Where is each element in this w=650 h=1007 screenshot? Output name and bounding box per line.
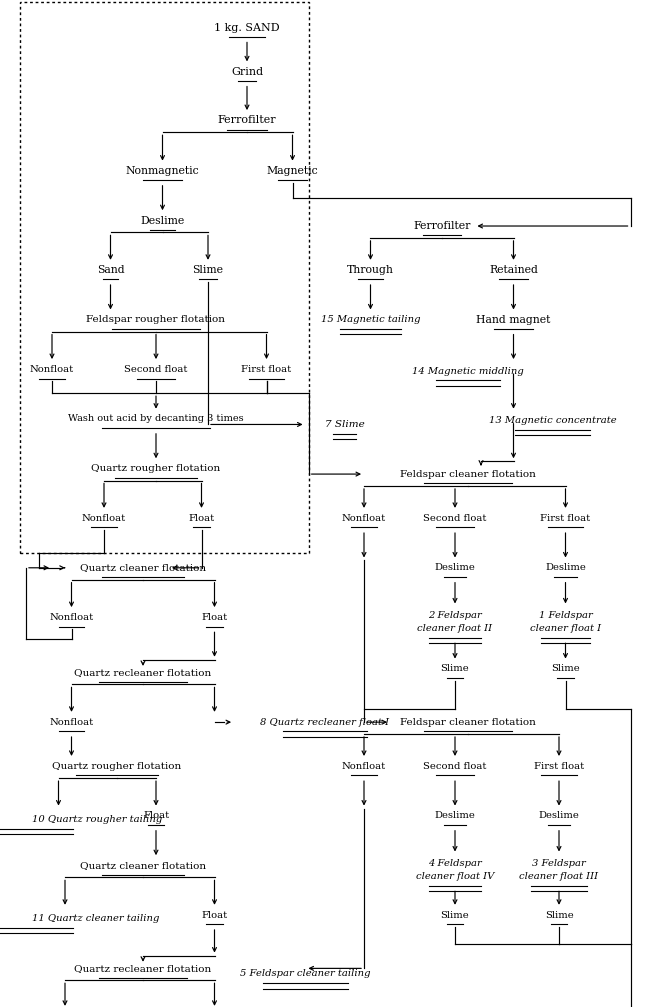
Text: Quartz cleaner flotation: Quartz cleaner flotation (80, 861, 206, 870)
Text: 15 Magnetic tailing: 15 Magnetic tailing (320, 315, 421, 324)
Text: Quartz cleaner flotation: Quartz cleaner flotation (80, 563, 206, 572)
Text: cleaner float II: cleaner float II (417, 624, 493, 633)
Text: 14 Magnetic middling: 14 Magnetic middling (412, 367, 524, 376)
Text: 11 Quartz cleaner tailing: 11 Quartz cleaner tailing (32, 914, 160, 923)
Text: Nonfloat: Nonfloat (82, 514, 126, 523)
Text: 4 Feldspar: 4 Feldspar (428, 859, 482, 868)
Text: Nonfloat: Nonfloat (49, 613, 94, 622)
Text: cleaner float IV: cleaner float IV (416, 872, 494, 881)
Text: Deslime: Deslime (140, 215, 185, 226)
Text: Ferrofilter: Ferrofilter (413, 221, 471, 231)
Text: Deslime: Deslime (545, 563, 586, 572)
Text: Second float: Second float (423, 761, 487, 770)
Text: Nonfloat: Nonfloat (49, 718, 94, 727)
Text: Feldspar cleaner flotation: Feldspar cleaner flotation (400, 469, 536, 478)
Text: 8 Quartz recleaner float I: 8 Quartz recleaner float I (261, 718, 389, 727)
Text: Slime: Slime (551, 665, 580, 674)
Text: Quartz recleaner flotation: Quartz recleaner flotation (74, 668, 212, 677)
Text: First float: First float (540, 514, 591, 523)
Text: Feldspar rougher flotation: Feldspar rougher flotation (86, 315, 226, 324)
Text: Second float: Second float (124, 365, 188, 374)
Text: Quartz rougher flotation: Quartz rougher flotation (92, 464, 220, 473)
Text: Quartz recleaner flotation: Quartz recleaner flotation (74, 964, 212, 973)
Text: 5 Feldspar cleaner tailing: 5 Feldspar cleaner tailing (240, 970, 370, 979)
Text: Retained: Retained (489, 265, 538, 275)
Text: 3 Feldspar: 3 Feldspar (532, 859, 586, 868)
Text: Nonfloat: Nonfloat (342, 514, 386, 523)
Text: Magnetic: Magnetic (266, 166, 318, 176)
Text: cleaner float III: cleaner float III (519, 872, 599, 881)
Text: Deslime: Deslime (539, 812, 579, 821)
Text: Through: Through (347, 265, 394, 275)
Text: Float: Float (202, 910, 228, 919)
Text: First float: First float (534, 761, 584, 770)
Text: Nonmagnetic: Nonmagnetic (125, 166, 200, 176)
Text: Hand magnet: Hand magnet (476, 315, 551, 324)
Text: 1 Feldspar: 1 Feldspar (539, 611, 592, 620)
Text: Quartz rougher flotation: Quartz rougher flotation (53, 761, 181, 770)
Text: 2 Feldspar: 2 Feldspar (428, 611, 482, 620)
Text: Slime: Slime (192, 265, 224, 275)
Text: Second float: Second float (423, 514, 487, 523)
Text: Feldspar cleaner flotation: Feldspar cleaner flotation (400, 718, 536, 727)
Text: Slime: Slime (545, 910, 573, 919)
Text: 1 kg. SAND: 1 kg. SAND (214, 22, 280, 32)
Text: Wash out acid by decanting 3 times: Wash out acid by decanting 3 times (68, 415, 244, 424)
Text: Grind: Grind (231, 66, 263, 77)
Text: Float: Float (143, 812, 169, 821)
Text: 13 Magnetic concentrate: 13 Magnetic concentrate (489, 416, 616, 425)
Text: Nonfloat: Nonfloat (30, 365, 74, 374)
Text: Float: Float (202, 613, 228, 622)
Text: 10 Quartz rougher tailing: 10 Quartz rougher tailing (32, 815, 162, 824)
Text: Slime: Slime (441, 665, 469, 674)
Text: Ferrofilter: Ferrofilter (218, 116, 276, 125)
Text: Slime: Slime (441, 910, 469, 919)
Text: cleaner float I: cleaner float I (530, 624, 601, 633)
Text: Float: Float (188, 514, 215, 523)
Text: First float: First float (241, 365, 292, 374)
Text: Deslime: Deslime (435, 812, 475, 821)
Text: Deslime: Deslime (435, 563, 475, 572)
Text: Sand: Sand (97, 265, 124, 275)
Text: Nonfloat: Nonfloat (342, 761, 386, 770)
Text: 7 Slime: 7 Slime (324, 420, 365, 429)
